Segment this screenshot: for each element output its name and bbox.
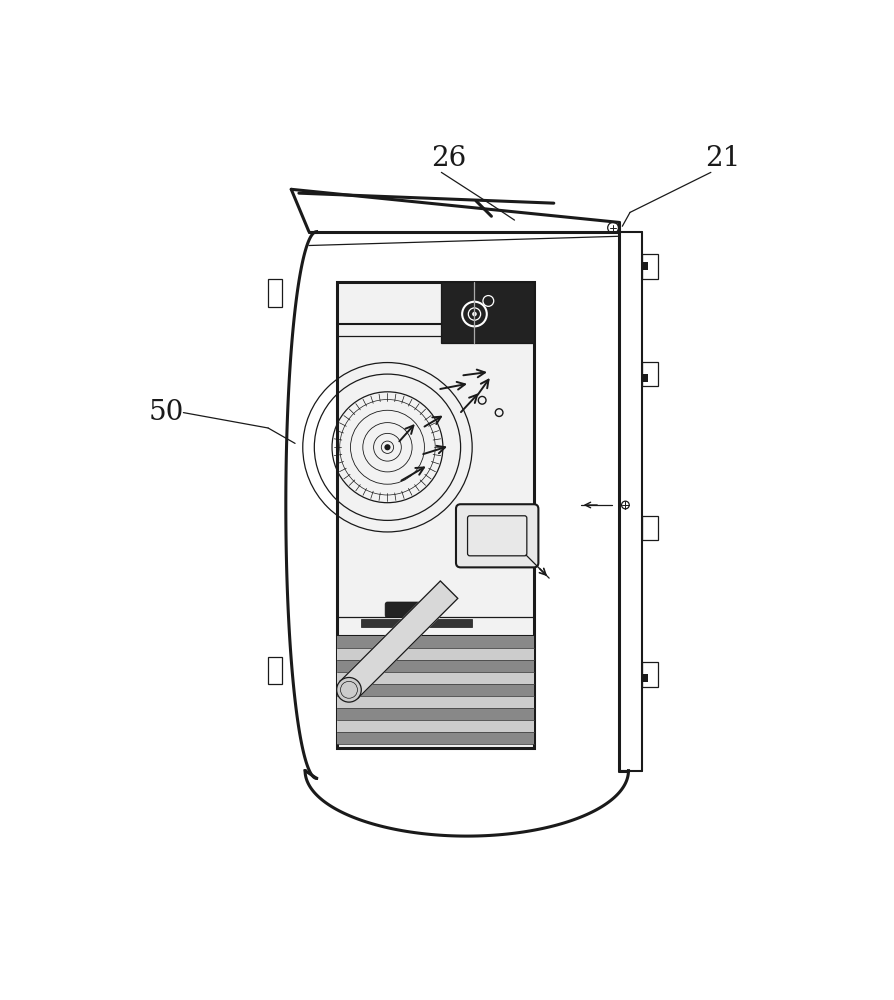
Bar [642,254,657,279]
Circle shape [472,312,477,316]
Bar [642,362,657,386]
Bar [268,657,282,684]
Bar [640,674,648,682]
Bar [268,279,282,307]
Bar [640,374,648,382]
Text: 26: 26 [431,145,466,172]
FancyBboxPatch shape [455,504,538,567]
Bar [337,696,533,708]
Bar [360,619,472,627]
Bar [337,720,533,732]
Bar [337,708,533,720]
Bar [337,636,533,648]
Bar [441,282,533,343]
Bar [642,516,657,540]
Bar [337,732,533,744]
Circle shape [384,444,390,450]
FancyBboxPatch shape [384,602,439,617]
Bar [337,672,533,684]
Bar [337,660,533,672]
Bar [640,262,648,270]
Bar [337,684,533,696]
Bar [642,662,657,687]
Bar [337,282,533,748]
Polygon shape [340,581,457,699]
Bar [337,648,533,660]
Text: 50: 50 [148,399,184,426]
Text: 21: 21 [704,145,739,172]
Circle shape [336,677,361,702]
